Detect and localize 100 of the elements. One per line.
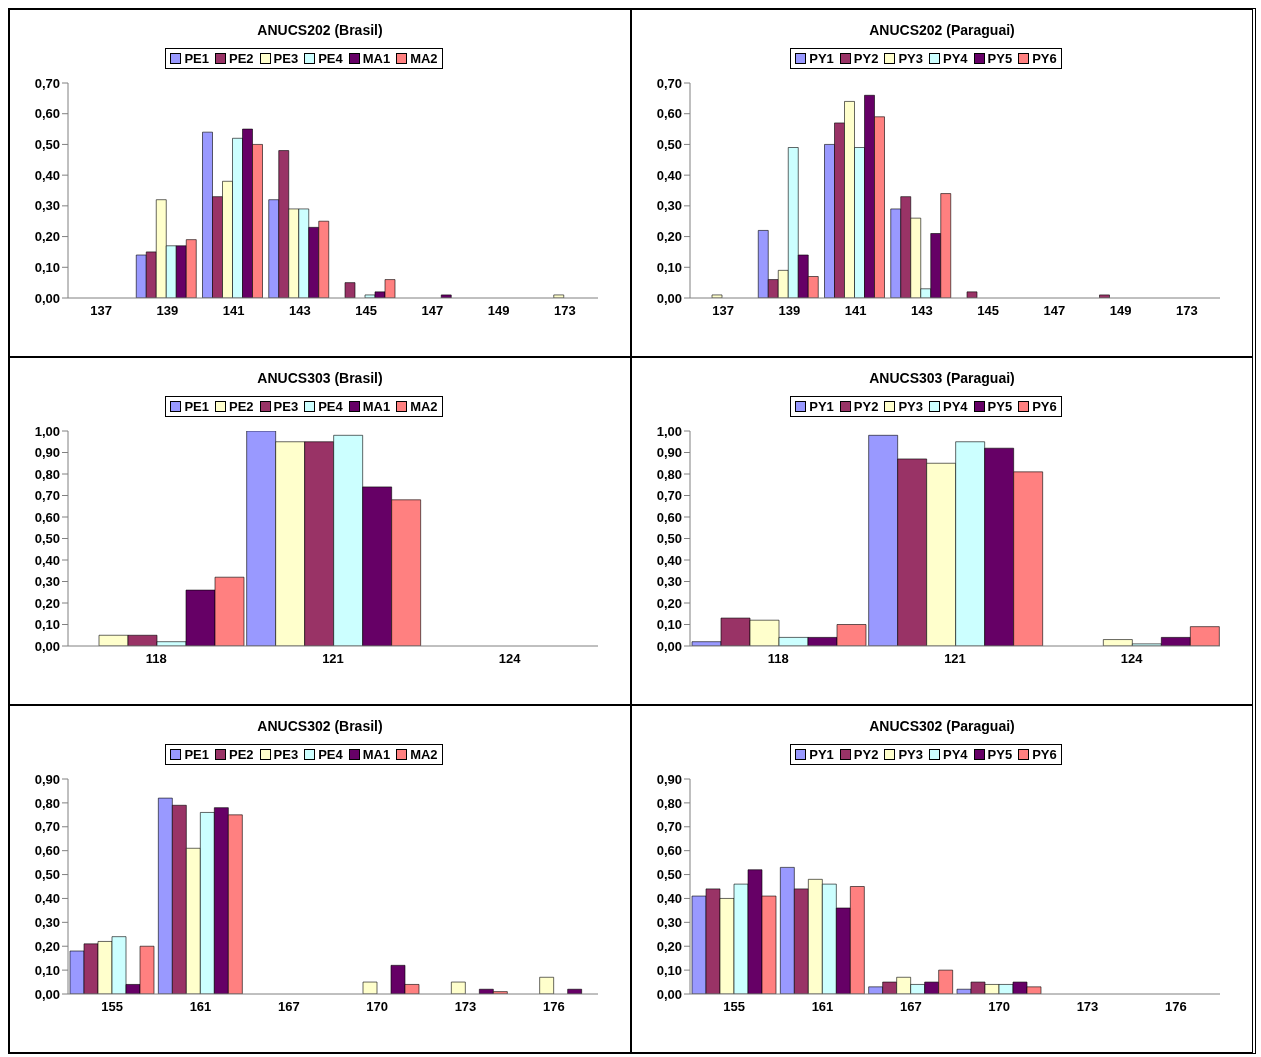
chart-title: ANUCS303 (Brasil) bbox=[256, 370, 384, 386]
x-tick-label: 141 bbox=[222, 303, 245, 319]
x-tick-label: 143 bbox=[289, 303, 311, 319]
legend-label: PE4 bbox=[317, 747, 343, 762]
y-tick-label: 0,40 bbox=[34, 552, 60, 568]
legend-label: PY1 bbox=[808, 399, 834, 414]
legend-label: PE3 bbox=[272, 51, 299, 66]
y-tick-label: 0,70 bbox=[34, 488, 60, 504]
x-tick-label: 176 bbox=[542, 999, 565, 1015]
y-tick-label: 0,00 bbox=[34, 290, 60, 306]
x-tick-label: 121 bbox=[944, 651, 966, 667]
x-tick-label: 155 bbox=[101, 999, 124, 1015]
x-tick-label: 139 bbox=[156, 303, 179, 319]
y-tick-label: 0,40 bbox=[656, 552, 682, 568]
x-tick-label: 147 bbox=[421, 303, 444, 319]
y-tick-label: 0,80 bbox=[656, 795, 682, 811]
y-tick-label: 0,60 bbox=[656, 843, 682, 859]
y-tick-label: 0,80 bbox=[34, 795, 60, 811]
x-tick-label: 118 bbox=[145, 651, 167, 667]
bar bbox=[1099, 294, 1110, 298]
y-tick-label: 1,00 bbox=[656, 423, 682, 439]
y-tick-label: 0,50 bbox=[656, 137, 682, 153]
y-tick-label: 0,60 bbox=[34, 843, 60, 859]
y-tick-label: 0,60 bbox=[656, 509, 682, 525]
legend-label: PY6 bbox=[1031, 399, 1057, 414]
legend-label: PE1 bbox=[183, 747, 209, 762]
x-tick-label: 173 bbox=[1176, 303, 1198, 319]
y-tick-label: 0,90 bbox=[34, 445, 60, 461]
x-tick-label: 145 bbox=[355, 303, 377, 319]
chart-title: ANUCS302 (Brasil) bbox=[256, 718, 384, 734]
x-tick-label: 143 bbox=[911, 303, 933, 319]
y-tick-label: 0,20 bbox=[34, 229, 60, 245]
legend-label: PE2 bbox=[227, 51, 254, 66]
x-tick-label: 124 bbox=[498, 651, 522, 667]
y-tick-label: 0,30 bbox=[656, 914, 682, 930]
y-tick-label: 0,20 bbox=[34, 595, 60, 611]
y-tick-label: 0,30 bbox=[656, 574, 682, 590]
x-tick-label: 121 bbox=[322, 651, 344, 667]
legend-label: MA1 bbox=[361, 399, 391, 414]
legend-label: PE1 bbox=[183, 399, 209, 414]
y-tick-label: 0,30 bbox=[34, 574, 60, 590]
y-tick-label: 0,00 bbox=[656, 638, 682, 654]
y-tick-label: 0,60 bbox=[34, 509, 60, 525]
legend-label: MA2 bbox=[409, 399, 438, 414]
y-tick-label: 0,00 bbox=[34, 986, 60, 1002]
y-tick-label: 0,40 bbox=[656, 167, 682, 183]
legend-label: PE2 bbox=[227, 399, 254, 414]
legend-label: PY1 bbox=[808, 51, 834, 66]
y-tick-label: 0,10 bbox=[34, 259, 60, 275]
legend-label: PE3 bbox=[272, 399, 299, 414]
x-tick-label: 149 bbox=[1109, 303, 1132, 319]
y-tick-label: 0,90 bbox=[656, 771, 682, 787]
y-tick-label: 0,70 bbox=[34, 819, 60, 835]
y-tick-label: 0,20 bbox=[656, 595, 682, 611]
y-tick-label: 0,50 bbox=[34, 531, 60, 547]
legend-label: PY4 bbox=[942, 51, 968, 66]
y-tick-label: 0,20 bbox=[656, 938, 682, 954]
y-tick-label: 0,30 bbox=[34, 198, 60, 214]
y-tick-label: 0,50 bbox=[34, 867, 60, 883]
chart-title: ANUCS302 (Paraguai) bbox=[868, 718, 1016, 734]
legend-label: PY5 bbox=[986, 747, 1013, 762]
x-tick-label: 149 bbox=[487, 303, 510, 319]
y-tick-label: 0,00 bbox=[656, 986, 682, 1002]
bar bbox=[451, 981, 466, 994]
legend-label: PE3 bbox=[272, 747, 299, 762]
legend-label: MA2 bbox=[409, 747, 438, 762]
y-tick-label: 0,60 bbox=[34, 106, 60, 122]
x-tick-label: 176 bbox=[1164, 999, 1187, 1015]
y-tick-label: 0,30 bbox=[656, 198, 682, 214]
bar bbox=[440, 294, 452, 298]
y-tick-label: 0,40 bbox=[34, 891, 60, 907]
legend-label: PY2 bbox=[852, 51, 879, 66]
legend-label: PY3 bbox=[897, 399, 923, 414]
y-tick-label: 0,20 bbox=[656, 229, 682, 245]
y-tick-label: 0,10 bbox=[656, 259, 682, 275]
legend-label: PY3 bbox=[897, 747, 923, 762]
legend-label: PY4 bbox=[942, 747, 968, 762]
y-tick-label: 0,90 bbox=[656, 445, 682, 461]
y-tick-label: 0,10 bbox=[34, 617, 60, 633]
x-tick-label: 173 bbox=[1076, 999, 1099, 1015]
y-tick-label: 0,60 bbox=[656, 106, 682, 122]
y-tick-label: 0,70 bbox=[656, 488, 682, 504]
y-tick-label: 0,30 bbox=[34, 914, 60, 930]
legend-label: PE2 bbox=[227, 747, 254, 762]
y-tick-label: 0,70 bbox=[656, 75, 682, 91]
legend-label: MA1 bbox=[361, 747, 391, 762]
x-tick-label: 161 bbox=[189, 999, 212, 1015]
x-tick-label: 161 bbox=[811, 999, 834, 1015]
y-tick-label: 0,50 bbox=[34, 137, 60, 153]
x-tick-label: 173 bbox=[454, 999, 477, 1015]
x-tick-label: 145 bbox=[977, 303, 999, 319]
y-tick-label: 0,70 bbox=[656, 819, 682, 835]
legend-label: PY5 bbox=[986, 399, 1013, 414]
y-tick-label: 0,00 bbox=[656, 290, 682, 306]
legend-label: MA1 bbox=[361, 51, 391, 66]
legend-label: PY6 bbox=[1031, 51, 1057, 66]
y-tick-label: 0,70 bbox=[34, 75, 60, 91]
x-tick-label: 155 bbox=[723, 999, 746, 1015]
bar bbox=[539, 976, 554, 994]
x-tick-label: 139 bbox=[778, 303, 801, 319]
